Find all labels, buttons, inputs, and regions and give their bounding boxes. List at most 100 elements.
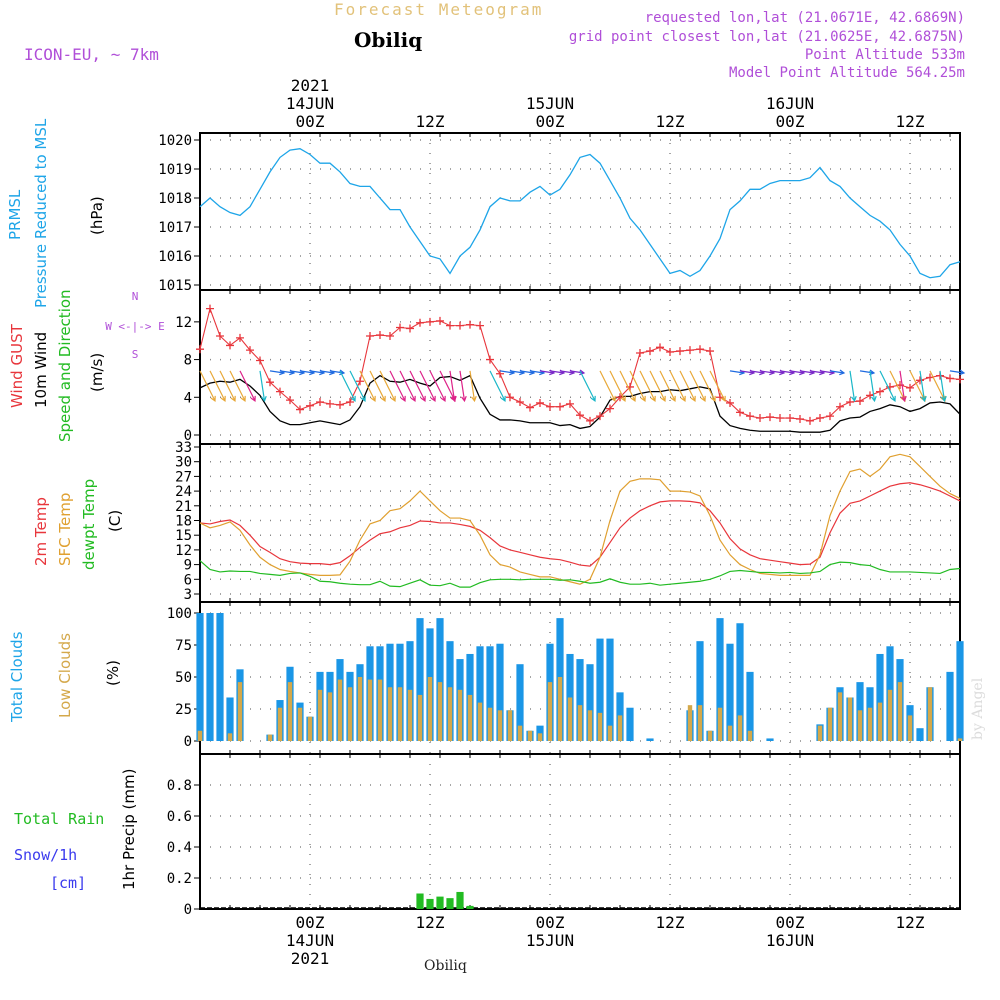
gust-marker — [696, 345, 704, 354]
gust-marker — [646, 347, 654, 356]
gust-marker — [776, 414, 784, 423]
wind-arrow — [559, 370, 575, 374]
wind-arrowhead — [851, 395, 857, 403]
rain-bar — [446, 898, 454, 909]
wind-arrowhead — [620, 395, 626, 403]
wind-arrowhead — [260, 395, 267, 403]
wind-arrowhead — [410, 395, 416, 403]
gust-marker — [826, 412, 834, 421]
wind-arrow — [859, 370, 875, 374]
gust-marker — [236, 333, 244, 342]
wind-arrow — [829, 370, 845, 374]
wind-arrowhead — [360, 395, 366, 403]
wind-arrowhead — [921, 395, 927, 403]
low-cloud-bar — [437, 682, 443, 741]
wind-arrowhead — [339, 369, 346, 376]
gust-marker — [766, 413, 774, 422]
gust-marker — [876, 387, 884, 396]
gust-marker — [796, 414, 804, 423]
gust-marker — [726, 398, 734, 407]
low-cloud-bar — [597, 712, 603, 741]
gust-marker — [226, 341, 234, 350]
low-cloud-bar — [347, 687, 353, 741]
wind-arrowhead — [630, 395, 636, 403]
low-cloud-bar — [567, 697, 573, 741]
gust-marker — [356, 377, 364, 386]
temp-unit-label: (C) — [106, 509, 124, 532]
wind-arrow — [359, 370, 376, 402]
wind-arrow — [729, 370, 745, 374]
low-cloud-bar — [417, 694, 423, 741]
low-cloud-bar — [847, 697, 853, 741]
gust-marker — [416, 318, 424, 327]
wind-arrowhead — [941, 395, 947, 403]
total-rain-label: Total Rain — [14, 810, 105, 828]
gridpoint-coords: grid point closest lon,lat (21.0625E, 42… — [568, 29, 965, 45]
low-cloud-bar — [827, 707, 833, 741]
wind-arrow — [649, 370, 666, 402]
low-cloud-bar — [607, 725, 613, 741]
low-cloud-bar — [407, 689, 413, 741]
gust-marker — [576, 411, 584, 420]
gust-marker — [746, 412, 754, 421]
y-tick-label-clouds: 75 — [175, 638, 192, 654]
gust-marker — [476, 321, 484, 330]
low-cloud-bar — [707, 730, 713, 741]
model-label: ICON-EU, ~ 7km — [24, 45, 159, 64]
low-cloud-bar — [487, 707, 493, 741]
low-cloud-bar — [887, 689, 893, 741]
total-cloud-bar — [586, 664, 594, 741]
footer-location: Obiliq — [424, 958, 467, 974]
temp2m-label: 2m Temp — [32, 497, 50, 566]
low-clouds-label: Low Clouds — [56, 633, 74, 718]
location-title: Obiliq — [354, 28, 423, 52]
top-time-label: 2021 — [291, 76, 330, 95]
wind-arrowhead — [500, 395, 506, 403]
wind-arrow — [509, 370, 525, 374]
low-cloud-bar — [467, 694, 473, 741]
compass-n-label: N — [132, 290, 139, 303]
compass-we-label: W <-|-> E — [105, 320, 165, 333]
gust-marker — [516, 398, 524, 406]
wind-arrow — [429, 370, 446, 402]
low-cloud-bar — [737, 715, 743, 741]
low-cloud-bar — [587, 710, 593, 741]
y-tick-label-wind: 12 — [175, 315, 192, 331]
requested-coords: requested lon,lat (21.0671E, 42.6869N) — [644, 10, 965, 26]
total-cloud-bar — [646, 738, 654, 741]
credit-watermark: by Angel — [970, 677, 986, 740]
wind-arrow — [939, 370, 946, 401]
low-cloud-bar — [877, 702, 883, 741]
low-cloud-bar — [857, 710, 863, 741]
wind-arrow — [529, 370, 545, 374]
rain-bar — [436, 896, 444, 909]
gust-marker — [406, 324, 414, 333]
wind-arrow — [269, 370, 285, 374]
sfc-temp-label: SFC Temp — [56, 492, 74, 566]
chart-title: Forecast Meteogram — [334, 0, 544, 19]
gust-marker — [956, 375, 964, 384]
wind-arrowhead — [680, 395, 686, 403]
wind-arrow — [299, 370, 315, 374]
wind-arrowhead — [959, 369, 966, 376]
total-cloud-bar — [596, 638, 604, 741]
total-cloud-bar — [576, 659, 584, 741]
gust-marker — [246, 346, 254, 355]
gust-marker — [446, 321, 454, 330]
low-cloud-bar — [457, 689, 463, 741]
y-tick-label-wind: 4 — [184, 390, 192, 406]
gust-marker — [256, 356, 264, 365]
y-tick-label-precip: 0.8 — [167, 778, 192, 794]
gust-marker — [306, 401, 314, 410]
pressure-label-prmsl: PRMSL — [6, 189, 24, 240]
wind-arrow — [689, 370, 706, 402]
y-tick-label-pressure: 1019 — [158, 162, 192, 178]
low-cloud-bar — [547, 682, 553, 741]
wind-arrow — [549, 370, 565, 374]
wind-arrow — [759, 370, 775, 374]
y-tick-label-pressure: 1016 — [158, 249, 192, 265]
low-cloud-bar — [517, 725, 523, 741]
panel-frame-precip — [199, 753, 961, 910]
y-tick-label-temperature: 33 — [175, 440, 192, 456]
top-time-label: 14JUN — [286, 94, 334, 113]
